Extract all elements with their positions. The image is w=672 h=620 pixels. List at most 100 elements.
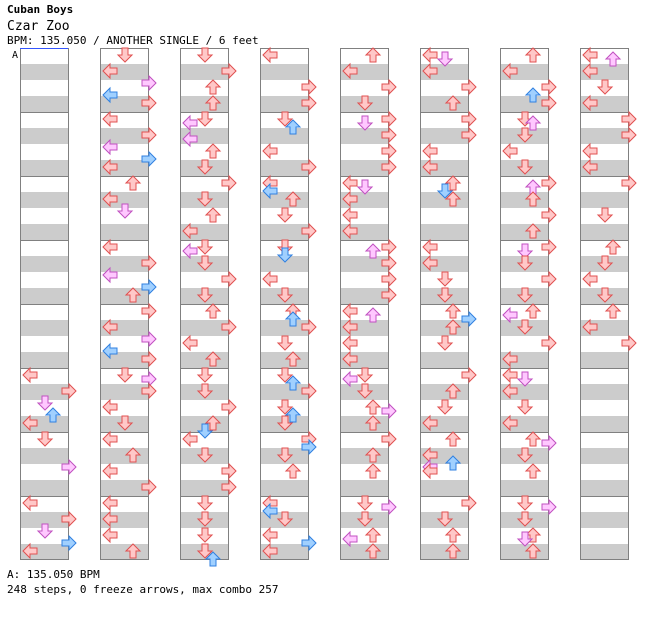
right-arrow-icon	[381, 238, 397, 256]
up-arrow-icon	[444, 383, 462, 399]
right-arrow-icon	[621, 110, 637, 128]
right-arrow-icon	[141, 254, 157, 272]
left-arrow-icon	[182, 334, 198, 352]
up-arrow-icon	[284, 311, 302, 327]
up-arrow-icon	[444, 175, 462, 191]
left-arrow-icon	[102, 158, 118, 176]
down-arrow-icon	[356, 511, 374, 527]
down-arrow-icon	[436, 335, 454, 351]
left-arrow-icon	[582, 318, 598, 336]
up-arrow-icon	[524, 47, 542, 63]
left-arrow-icon	[22, 366, 38, 384]
down-arrow-icon	[516, 531, 534, 547]
down-arrow-icon	[196, 287, 214, 303]
up-arrow-icon	[204, 79, 222, 95]
left-arrow-icon	[102, 238, 118, 256]
down-arrow-icon	[516, 243, 534, 259]
artist-name: Cuban Boys	[7, 3, 74, 16]
right-arrow-icon	[461, 310, 477, 328]
down-arrow-icon	[516, 287, 534, 303]
down-arrow-icon	[516, 255, 534, 271]
right-arrow-icon	[621, 174, 637, 192]
left-arrow-icon	[422, 254, 438, 272]
bpm-marker-label: A	[12, 50, 18, 61]
down-arrow-icon	[116, 415, 134, 431]
up-arrow-icon	[124, 447, 142, 463]
down-arrow-icon	[356, 179, 374, 195]
down-arrow-icon	[36, 431, 54, 447]
down-arrow-icon	[516, 371, 534, 387]
up-arrow-icon	[364, 415, 382, 431]
left-arrow-icon	[342, 302, 358, 320]
right-arrow-icon	[381, 126, 397, 144]
right-arrow-icon	[381, 430, 397, 448]
left-arrow-icon	[502, 414, 518, 432]
left-arrow-icon	[102, 110, 118, 128]
down-arrow-icon	[196, 111, 214, 127]
left-arrow-icon	[502, 366, 518, 384]
left-arrow-icon	[422, 238, 438, 256]
song-title: Czar Zoo	[7, 19, 70, 34]
left-arrow-icon	[342, 334, 358, 352]
left-arrow-icon	[422, 158, 438, 176]
up-arrow-icon	[204, 551, 222, 567]
left-arrow-icon	[102, 86, 118, 104]
up-arrow-icon	[444, 455, 462, 471]
left-arrow-icon	[102, 266, 118, 284]
left-arrow-icon	[342, 174, 358, 192]
down-arrow-icon	[276, 447, 294, 463]
right-arrow-icon	[381, 498, 397, 516]
left-arrow-icon	[102, 342, 118, 360]
up-arrow-icon	[364, 399, 382, 415]
right-arrow-icon	[541, 174, 557, 192]
up-arrow-icon	[124, 287, 142, 303]
down-arrow-icon	[516, 447, 534, 463]
right-arrow-icon	[461, 110, 477, 128]
down-arrow-icon	[276, 335, 294, 351]
down-arrow-icon	[276, 399, 294, 415]
up-arrow-icon	[524, 115, 542, 131]
right-arrow-icon	[301, 222, 317, 240]
left-arrow-icon	[262, 46, 278, 64]
left-arrow-icon	[582, 142, 598, 160]
step-stats: 248 steps, 0 freeze arrows, max combo 25…	[7, 583, 279, 596]
down-arrow-icon	[116, 203, 134, 219]
right-arrow-icon	[621, 126, 637, 144]
left-arrow-icon	[422, 46, 438, 64]
left-arrow-icon	[262, 182, 278, 200]
down-arrow-icon	[196, 423, 214, 439]
up-arrow-icon	[524, 223, 542, 239]
left-arrow-icon	[342, 318, 358, 336]
down-arrow-icon	[196, 255, 214, 271]
right-arrow-icon	[541, 434, 557, 452]
down-arrow-icon	[356, 115, 374, 131]
left-arrow-icon	[102, 526, 118, 544]
right-arrow-icon	[541, 238, 557, 256]
down-arrow-icon	[196, 543, 214, 559]
down-arrow-icon	[196, 159, 214, 175]
down-arrow-icon	[196, 383, 214, 399]
up-arrow-icon	[444, 95, 462, 111]
right-arrow-icon	[221, 462, 237, 480]
down-arrow-icon	[116, 367, 134, 383]
right-arrow-icon	[301, 94, 317, 112]
left-arrow-icon	[422, 414, 438, 432]
right-arrow-icon	[301, 318, 317, 336]
up-arrow-icon	[364, 463, 382, 479]
up-arrow-icon	[284, 191, 302, 207]
chart-info: BPM: 135.050 / ANOTHER SINGLE / 6 feet	[7, 34, 259, 47]
up-arrow-icon	[444, 191, 462, 207]
left-arrow-icon	[262, 542, 278, 560]
down-arrow-icon	[276, 247, 294, 263]
right-arrow-icon	[381, 286, 397, 304]
right-arrow-icon	[621, 334, 637, 352]
down-arrow-icon	[516, 399, 534, 415]
chart-column	[100, 48, 149, 560]
down-arrow-icon	[196, 511, 214, 527]
up-arrow-icon	[444, 431, 462, 447]
left-arrow-icon	[182, 430, 198, 448]
right-arrow-icon	[61, 534, 77, 552]
up-arrow-icon	[524, 191, 542, 207]
down-arrow-icon	[196, 527, 214, 543]
down-arrow-icon	[356, 95, 374, 111]
